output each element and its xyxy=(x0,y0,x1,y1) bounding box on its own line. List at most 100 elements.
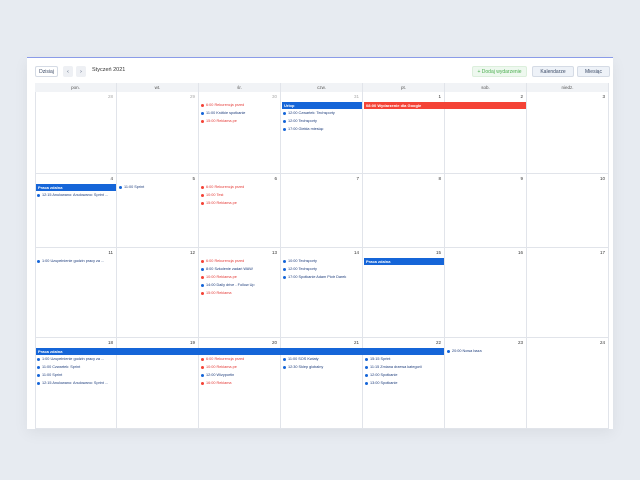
event-text[interactable]: 12:00 Wizyportin xyxy=(206,373,235,377)
day-cell: 30 xyxy=(199,92,281,174)
day-cell: 10 xyxy=(527,174,609,248)
day-number: 8 xyxy=(438,176,441,181)
day-number: 3 xyxy=(602,94,605,99)
weekday-header: pt. xyxy=(363,83,445,92)
event-dot xyxy=(283,275,286,279)
day-number: 5 xyxy=(192,176,195,181)
calendars-dropdown[interactable]: Kalendarze xyxy=(532,66,574,77)
day-cell: 5 xyxy=(117,174,199,248)
event-dot xyxy=(201,103,204,107)
event-text[interactable]: 11:00 Krótkie spotkanie xyxy=(206,111,246,115)
event-dot xyxy=(201,259,204,263)
event-text[interactable]: 12:00 Techsporty xyxy=(288,267,317,271)
day-cell: 8 xyxy=(363,174,445,248)
event-text[interactable]: 10:00 Techsporty xyxy=(288,259,317,263)
event-dot xyxy=(283,267,286,271)
event-text[interactable]: 15:00 Reklama.pe xyxy=(206,201,237,205)
event: 8:00 Szkolenie zadań WAW xyxy=(200,266,279,273)
event: 12:15 Anulowano: Anulowano: Sprint ... xyxy=(36,192,115,199)
day-cell: 1 xyxy=(363,92,445,174)
event-text[interactable]: 6:00 Rekurencja przed xyxy=(206,185,245,189)
weekday-header: sob. xyxy=(445,83,527,92)
event-dot xyxy=(365,365,368,369)
event: 11:15 Zmiana drzewa kategorii xyxy=(364,364,443,371)
day-cell: 15 xyxy=(363,248,445,338)
weekday-header: pon. xyxy=(35,83,117,92)
event-text[interactable]: 11:15 Zmiana drzewa kategorii xyxy=(370,365,422,369)
add-event-button[interactable]: + Dodaj wydarzenie xyxy=(472,66,527,77)
day-number: 20 xyxy=(271,340,277,345)
event-text[interactable]: 11:00 Czwartek: Sprint xyxy=(42,365,81,369)
event-text[interactable]: 15:15 Sprint xyxy=(370,357,391,361)
event-dot xyxy=(283,111,286,115)
day-cell: 17 xyxy=(527,248,609,338)
event-text[interactable]: 17:00 Spotkanie Adam Piotr Darek xyxy=(288,275,347,279)
event: 15:00 Reklama.pe xyxy=(200,200,279,207)
event-text[interactable]: 13:00 Spotkanie xyxy=(370,381,398,385)
event: 15:15 Sprint xyxy=(364,356,443,363)
event-text[interactable]: 1:00 Uzupełnienie godzin pracy za ... xyxy=(42,357,105,361)
day-number: 4 xyxy=(110,176,113,181)
weekday-header: śr. xyxy=(199,83,281,92)
event-text[interactable]: 10:00 Test xyxy=(206,193,224,197)
event: 14:00 Daily drive - Follow Up xyxy=(200,282,279,289)
event-text[interactable]: 10:00 Reklama.pe xyxy=(206,275,237,279)
event-dot xyxy=(37,381,40,385)
day-number: 1 xyxy=(438,94,441,99)
event-text[interactable]: 14:00 Daily drive - Follow Up xyxy=(206,283,255,287)
event: 12:00 Techsporty xyxy=(282,266,361,273)
day-cell: 21 xyxy=(281,338,363,429)
event-text[interactable]: 12:00 Czwartek: Techsporty xyxy=(288,111,335,115)
event: 10:00 Reklama.pe xyxy=(200,274,279,281)
day-cell: 20 xyxy=(199,338,281,429)
event-text[interactable]: 15:00 Reklama.pe xyxy=(206,119,237,123)
event-text[interactable]: 12:15 Anulowano: Anulowano: Sprint ... xyxy=(42,381,109,385)
event-text[interactable]: 1:00 Uzupełnienie godzin pracy za ... xyxy=(42,259,105,263)
event-text[interactable]: 12:00 Techsporty xyxy=(288,119,317,123)
event-text[interactable]: 11:00 Sprint xyxy=(124,185,145,189)
day-number: 10 xyxy=(599,176,605,181)
event: 6:00 Rekurencja przed xyxy=(200,356,279,363)
event-text[interactable]: 12:30 Sklep globalny xyxy=(288,365,324,369)
event-text[interactable]: 8:00 Szkolenie zadań WAW xyxy=(206,267,253,271)
day-cell: 13 xyxy=(199,248,281,338)
event-text[interactable]: 17:00 Giełda miesiąc xyxy=(288,127,324,131)
day-number: 16 xyxy=(517,250,523,255)
event-dot xyxy=(201,357,204,361)
day-number: 2 xyxy=(520,94,523,99)
event: 10:00 Techsporty xyxy=(282,258,361,265)
view-dropdown[interactable]: Miesiąc xyxy=(577,66,610,77)
event-text[interactable]: 10:00 Reklama.pe xyxy=(206,365,237,369)
next-button[interactable]: › xyxy=(76,66,86,77)
event-dot xyxy=(447,349,450,353)
event: 11:00 Sprint xyxy=(36,372,115,379)
event-text[interactable]: 20:00 Nowa baza xyxy=(452,349,482,353)
event-text[interactable]: 6:00 Rekurencja przed xyxy=(206,259,245,263)
event-text[interactable]: 12:00 Spotkanie xyxy=(370,373,398,377)
event-text[interactable]: 11:00 SOS Kwiaty xyxy=(288,357,319,361)
event-dot xyxy=(283,127,286,131)
event-text[interactable]: 6:00 Rekurencja przed xyxy=(206,103,245,107)
day-number: 12 xyxy=(189,250,195,255)
event-text[interactable]: 16:00 Reklama xyxy=(206,381,232,385)
event: 12:00 Wizyportin xyxy=(200,372,279,379)
event-dot xyxy=(37,365,40,369)
day-number: 22 xyxy=(435,340,441,345)
event: 11:00 SOS Kwiaty xyxy=(282,356,361,363)
calendar-card: Dzisiaj ‹ › Styczeń 2021 + Dodaj wydarze… xyxy=(27,57,613,429)
event-text[interactable]: 15:00 Reklama xyxy=(206,291,232,295)
event-dot xyxy=(201,111,204,115)
event-text[interactable]: 11:00 Sprint xyxy=(42,373,63,377)
event: 16:00 Reklama xyxy=(200,380,279,387)
day-cell: 2 xyxy=(445,92,527,174)
prev-button[interactable]: ‹ xyxy=(63,66,73,77)
event-text[interactable]: 6:00 Rekurencja przed xyxy=(206,357,245,361)
event-text[interactable]: 12:15 Anulowano: Anulowano: Sprint ... xyxy=(42,193,109,197)
today-button[interactable]: Dzisiaj xyxy=(35,66,58,77)
day-number: 24 xyxy=(599,340,605,345)
day-cell: 3 xyxy=(527,92,609,174)
day-number: 18 xyxy=(107,340,113,345)
event-dot xyxy=(37,373,40,377)
day-number: 7 xyxy=(356,176,359,181)
